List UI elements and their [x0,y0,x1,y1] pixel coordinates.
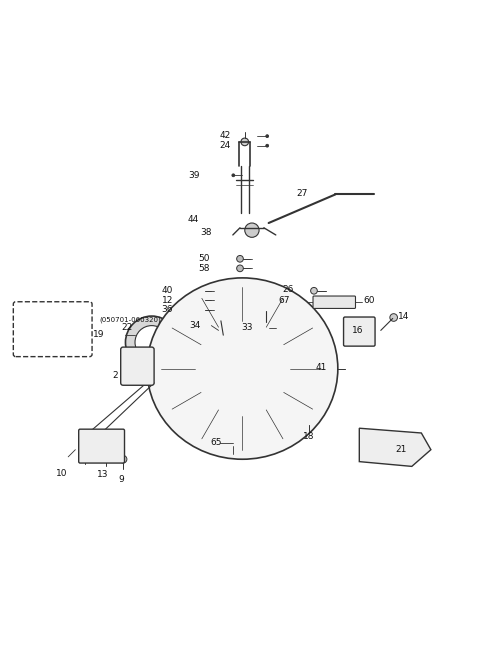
Circle shape [153,363,165,375]
Circle shape [199,306,205,313]
Circle shape [278,291,290,302]
Circle shape [245,223,259,237]
FancyBboxPatch shape [313,296,356,308]
Text: 67: 67 [278,297,290,305]
FancyBboxPatch shape [79,429,124,463]
Circle shape [232,174,235,176]
Text: 22: 22 [122,323,133,331]
Text: 26: 26 [282,285,293,295]
Circle shape [237,446,248,458]
Circle shape [199,287,205,294]
Text: 41: 41 [315,363,327,372]
Text: 65: 65 [210,438,221,447]
FancyBboxPatch shape [13,302,92,357]
Text: 2: 2 [113,371,118,380]
Text: 36: 36 [162,305,173,314]
Polygon shape [360,428,431,466]
Text: 24: 24 [219,141,230,150]
Circle shape [237,265,243,272]
FancyBboxPatch shape [344,317,375,346]
Circle shape [266,144,269,147]
Circle shape [81,451,89,459]
Circle shape [309,405,321,416]
Circle shape [42,323,61,342]
Text: 12: 12 [162,296,173,305]
Circle shape [278,435,290,447]
Circle shape [195,435,206,447]
Text: 16: 16 [352,326,364,335]
Circle shape [36,318,67,348]
Text: (060320-): (060320-) [34,306,69,312]
Text: (050701-060320): (050701-060320) [99,316,161,323]
FancyBboxPatch shape [120,347,154,385]
Text: 44: 44 [187,215,199,224]
Text: 69: 69 [46,312,57,321]
Text: 21: 21 [395,445,407,454]
Text: 60: 60 [363,297,374,305]
Text: 33: 33 [241,323,253,331]
Ellipse shape [147,278,338,459]
Circle shape [261,322,272,334]
Circle shape [309,321,321,333]
Circle shape [199,297,205,304]
Circle shape [229,439,237,446]
Circle shape [390,314,397,321]
Circle shape [217,331,227,340]
Circle shape [305,417,313,425]
Circle shape [237,279,248,291]
Text: 14: 14 [397,312,409,321]
Circle shape [266,134,269,138]
Text: 38: 38 [200,228,211,237]
Text: 40: 40 [162,286,173,295]
Text: 19: 19 [93,330,104,338]
Text: 13: 13 [97,470,108,480]
Circle shape [311,287,317,294]
Circle shape [103,453,110,461]
Circle shape [241,138,249,146]
Text: 10: 10 [56,469,68,478]
Circle shape [135,325,168,359]
Circle shape [237,255,243,262]
Text: 42: 42 [219,131,230,140]
Circle shape [164,321,176,333]
Text: 39: 39 [188,171,199,180]
Circle shape [164,405,176,416]
Text: 9: 9 [118,475,124,484]
Circle shape [329,365,337,373]
Circle shape [125,316,178,369]
Text: 50: 50 [198,255,210,263]
Circle shape [195,291,206,302]
Text: 18: 18 [303,432,314,441]
Circle shape [320,363,332,375]
Text: 58: 58 [198,264,210,273]
Circle shape [119,455,127,463]
Text: 34: 34 [190,321,201,330]
Text: 27: 27 [296,189,308,198]
